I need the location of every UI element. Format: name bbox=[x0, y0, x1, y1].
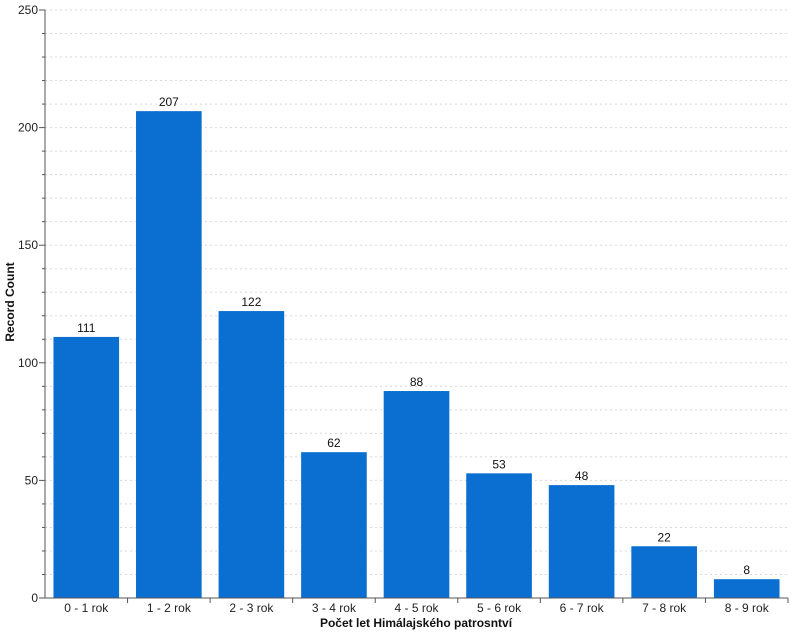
x-tick-label: 1 - 2 rok bbox=[147, 601, 192, 615]
x-tick-label: 2 - 3 rok bbox=[229, 601, 274, 615]
x-tick-label: 5 - 6 rok bbox=[477, 601, 522, 615]
bar[interactable] bbox=[548, 485, 615, 598]
data-label: 207 bbox=[159, 95, 179, 109]
x-axis-title: Počet let Himálajského patrosntví bbox=[320, 616, 513, 630]
x-tick-label: 7 - 8 rok bbox=[642, 601, 687, 615]
bar[interactable] bbox=[383, 391, 450, 598]
data-label: 122 bbox=[241, 295, 261, 309]
bar[interactable] bbox=[218, 311, 285, 598]
y-tick-label: 250 bbox=[18, 3, 38, 17]
x-tick-label: 0 - 1 rok bbox=[64, 601, 109, 615]
y-tick-label: 200 bbox=[18, 121, 38, 135]
y-tick-label: 100 bbox=[18, 356, 38, 370]
x-tick-label: 3 - 4 rok bbox=[312, 601, 357, 615]
y-tick-label: 0 bbox=[31, 591, 38, 605]
bar[interactable] bbox=[631, 546, 697, 598]
bar[interactable] bbox=[713, 579, 780, 598]
x-tick-label: 8 - 9 rok bbox=[725, 601, 770, 615]
y-tick-label: 150 bbox=[18, 238, 38, 252]
bar[interactable] bbox=[301, 452, 367, 598]
bars bbox=[53, 111, 780, 599]
bar[interactable] bbox=[53, 336, 120, 598]
data-label: 48 bbox=[575, 469, 589, 483]
y-axis-title: Record Count bbox=[3, 262, 17, 341]
data-label: 8 bbox=[743, 563, 750, 577]
data-label: 62 bbox=[327, 436, 341, 450]
x-tick-label: 6 - 7 rok bbox=[560, 601, 605, 615]
data-labels: 111 207 122 62 88 53 48 22 8 bbox=[77, 95, 750, 577]
y-tick-label: 50 bbox=[25, 473, 39, 487]
data-label: 88 bbox=[410, 375, 424, 389]
y-axis: 0 50 100 150 200 250 bbox=[18, 3, 46, 605]
bar[interactable] bbox=[466, 473, 532, 598]
bar[interactable] bbox=[136, 111, 202, 599]
x-tick-label: 4 - 5 rok bbox=[394, 601, 439, 615]
data-label: 53 bbox=[492, 457, 506, 471]
data-label: 111 bbox=[77, 321, 96, 335]
x-axis: 0 - 1 rok 1 - 2 rok 2 - 3 rok 3 - 4 rok 4 - … bbox=[45, 597, 789, 615]
data-label: 22 bbox=[657, 530, 671, 544]
